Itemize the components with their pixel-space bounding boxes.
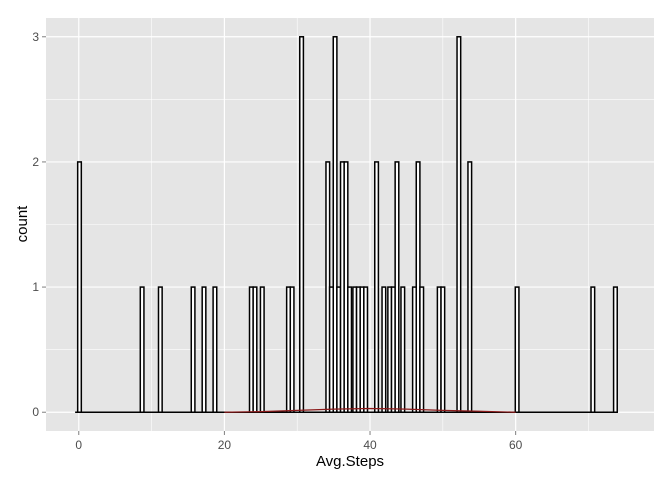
y-axis-ticks: 0 1 2 3 — [32, 30, 46, 419]
x-tick-label: 20 — [218, 438, 232, 452]
histogram-bar — [374, 161, 380, 413]
histogram-bar — [590, 286, 596, 413]
density-line — [224, 407, 516, 413]
histogram-bar — [394, 161, 400, 413]
histogram-bar — [419, 286, 425, 413]
x-axis-ticks: 0 20 40 60 — [75, 431, 523, 452]
histogram-bar — [139, 286, 145, 413]
histogram-bar — [400, 286, 406, 413]
histogram-bar — [456, 36, 462, 413]
histogram-bar — [363, 286, 369, 413]
histogram-bar — [252, 286, 258, 413]
histogram-bar — [289, 286, 295, 413]
y-tick-label: 0 — [32, 405, 39, 419]
x-tick-label: 60 — [509, 438, 523, 452]
histogram-bar — [514, 286, 520, 413]
histogram-bar — [467, 161, 473, 413]
histogram-bar — [212, 286, 218, 413]
y-tick-label: 2 — [32, 155, 39, 169]
histogram-bar — [347, 286, 353, 413]
x-tick-label: 0 — [75, 438, 82, 452]
histogram-bar — [259, 286, 265, 413]
y-tick-label: 3 — [32, 30, 39, 44]
histogram-bar — [157, 286, 163, 413]
x-tick-label: 40 — [363, 438, 377, 452]
histogram-bars — [76, 36, 618, 413]
histogram-bar — [76, 161, 83, 413]
y-tick-label: 1 — [32, 280, 39, 294]
histogram-bar — [201, 286, 207, 413]
histogram-bar — [381, 286, 387, 413]
x-axis-title: Avg.Steps — [316, 453, 384, 470]
histogram-bar — [190, 286, 196, 413]
histogram-bar — [440, 286, 446, 413]
histogram-bar — [299, 36, 305, 413]
histogram-bar — [612, 286, 618, 413]
y-axis-title: count — [14, 205, 31, 243]
density-curve — [224, 407, 516, 413]
